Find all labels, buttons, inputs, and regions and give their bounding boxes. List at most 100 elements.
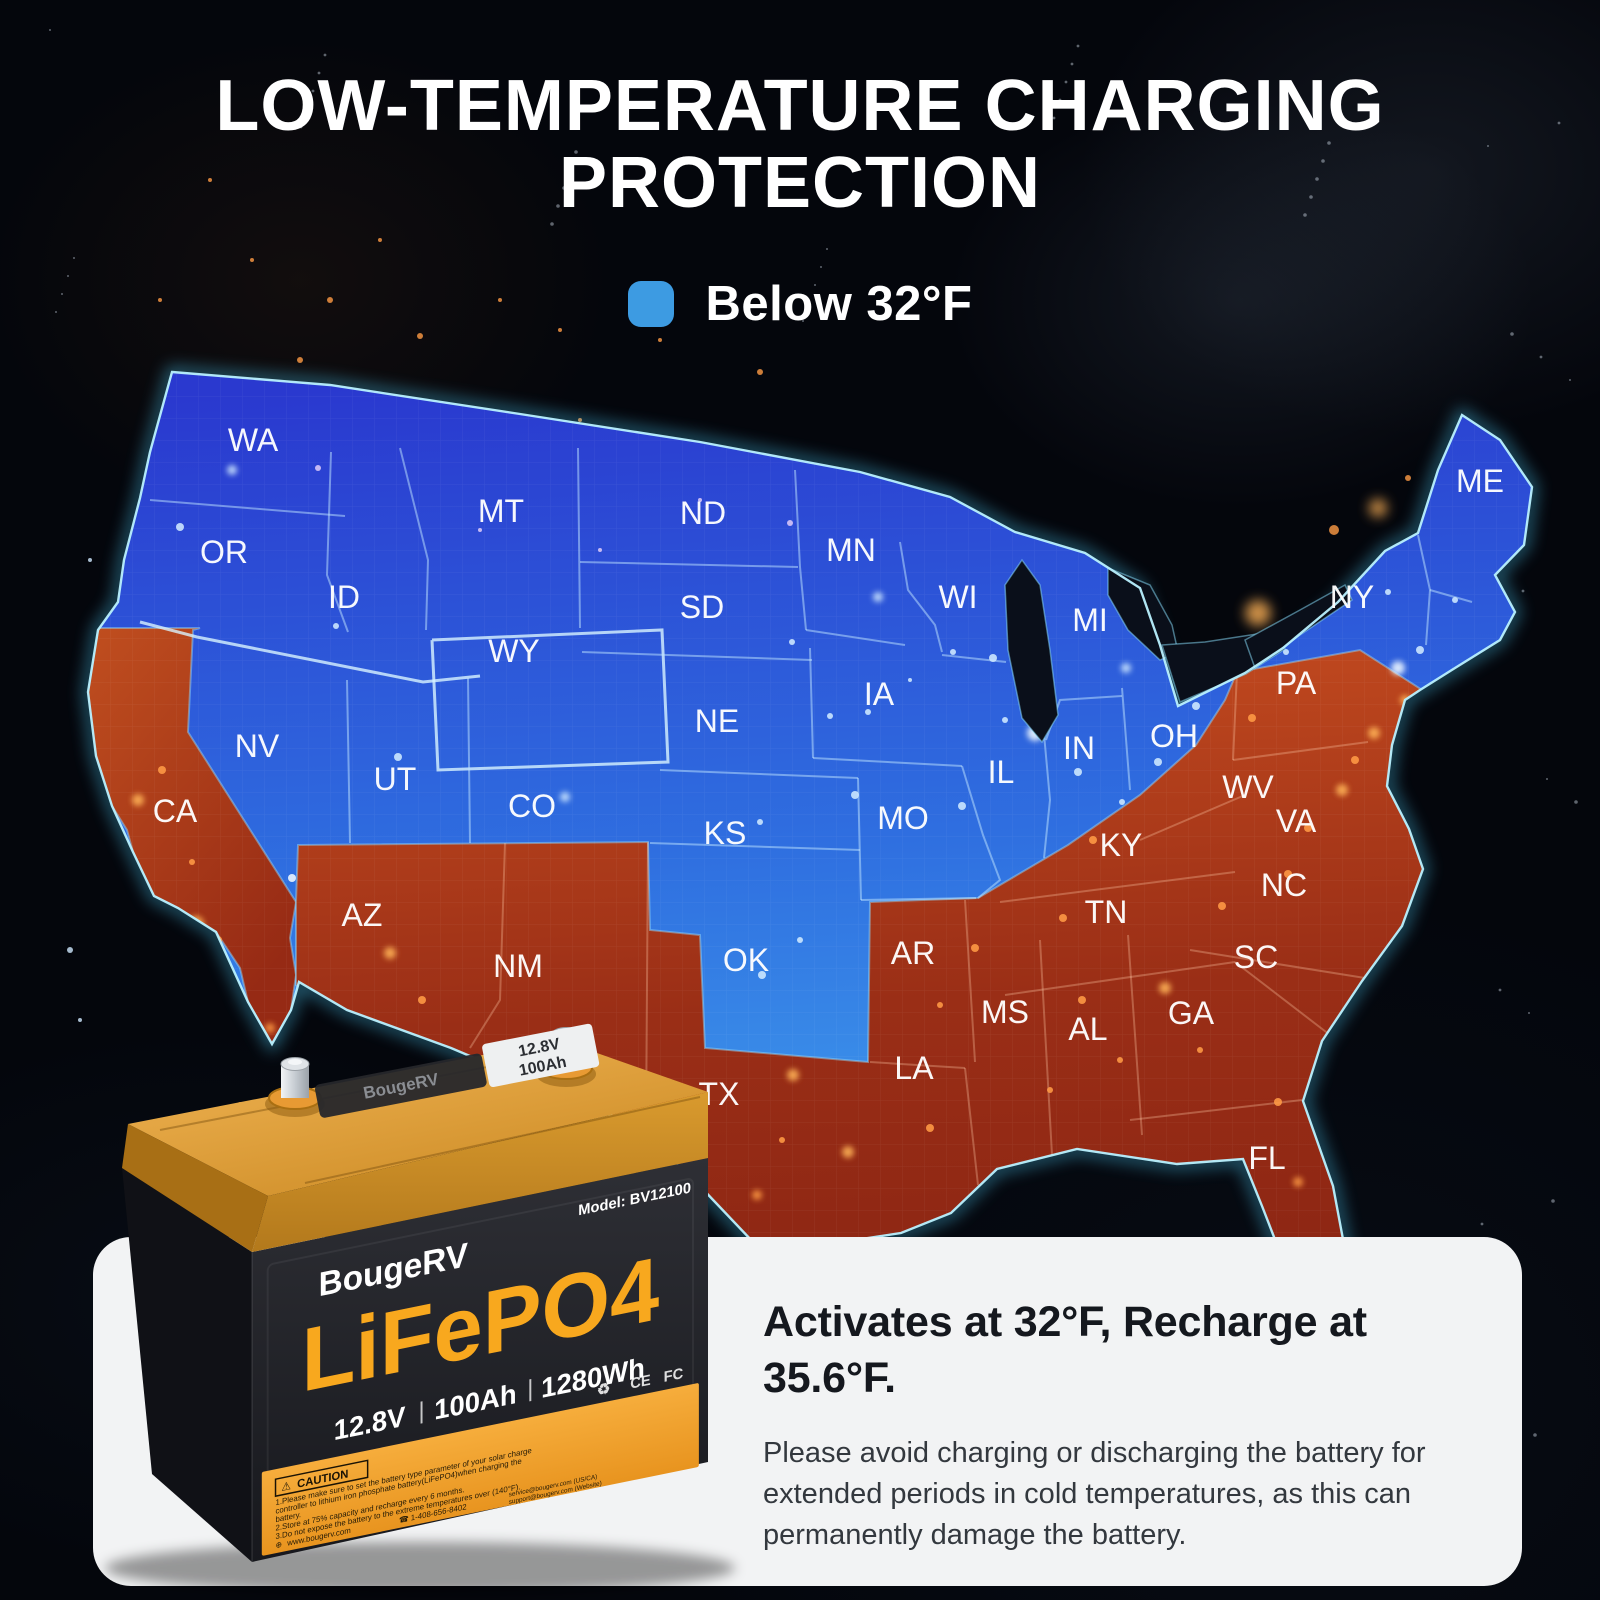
state-label-nc: NC bbox=[1261, 867, 1307, 903]
star bbox=[1533, 1433, 1537, 1437]
city-light bbox=[1248, 714, 1256, 722]
state-label-mi: MI bbox=[1072, 602, 1108, 638]
star bbox=[1058, 98, 1062, 102]
star bbox=[556, 204, 560, 208]
star bbox=[1546, 778, 1548, 780]
state-border bbox=[899, 541, 943, 653]
state-border bbox=[659, 769, 859, 779]
state-border bbox=[399, 447, 430, 631]
state-label-in: IN bbox=[1063, 730, 1095, 766]
star bbox=[323, 53, 327, 57]
city-light bbox=[227, 465, 237, 475]
city-light bbox=[1059, 914, 1067, 922]
city-light bbox=[378, 238, 382, 242]
state-border bbox=[581, 651, 813, 661]
state-label-oh: OH bbox=[1150, 718, 1198, 754]
state-label-mn: MN bbox=[826, 532, 876, 568]
state-border bbox=[430, 628, 670, 772]
star bbox=[67, 275, 69, 277]
state-label-ne: NE bbox=[695, 703, 739, 739]
star-field bbox=[49, 29, 1578, 1437]
city-light bbox=[989, 654, 997, 662]
city-light bbox=[1119, 799, 1125, 805]
city-light bbox=[1336, 784, 1348, 796]
state-border bbox=[812, 757, 963, 767]
city-light bbox=[1218, 902, 1226, 910]
card-heading: Activates at 32°F, Recharge at 35.6°F. bbox=[763, 1298, 1367, 1402]
city-light bbox=[560, 792, 570, 802]
star bbox=[1052, 116, 1056, 120]
star bbox=[1303, 213, 1307, 217]
city-light bbox=[787, 520, 793, 526]
state-label-ny: NY bbox=[1330, 579, 1374, 615]
state-border bbox=[860, 897, 977, 901]
star bbox=[1070, 62, 1074, 66]
state-border bbox=[346, 679, 351, 844]
state-border bbox=[1139, 794, 1246, 841]
state-label-ar: AR bbox=[891, 935, 935, 971]
state-label-wv: WV bbox=[1222, 769, 1274, 805]
city-light bbox=[558, 328, 562, 332]
state-label-ky: KY bbox=[1100, 827, 1143, 863]
star bbox=[802, 320, 804, 322]
state-border bbox=[577, 447, 581, 629]
state-label-az: AZ bbox=[342, 897, 383, 933]
state-border bbox=[857, 777, 862, 901]
page-title-line-1: LOW-TEMPERATURE CHARGING bbox=[215, 66, 1385, 146]
star bbox=[1528, 1012, 1530, 1014]
city-light bbox=[478, 528, 482, 532]
state-border bbox=[805, 629, 906, 646]
star bbox=[1327, 141, 1331, 145]
state-border bbox=[649, 842, 861, 851]
city-light bbox=[908, 678, 912, 682]
state-borders-warm bbox=[469, 671, 1369, 1186]
star bbox=[299, 125, 303, 129]
state-border bbox=[964, 1067, 979, 1186]
state-label-fl: FL bbox=[1248, 1140, 1285, 1176]
state-label-ia: IA bbox=[864, 676, 895, 712]
star bbox=[61, 293, 63, 295]
state-borders-cold bbox=[139, 447, 1473, 901]
city-light bbox=[1047, 1087, 1053, 1093]
state-border bbox=[1232, 741, 1369, 761]
city-light bbox=[1304, 824, 1312, 832]
city-light bbox=[1002, 717, 1008, 723]
city-light bbox=[1197, 1047, 1203, 1053]
star bbox=[1315, 177, 1319, 181]
star bbox=[1321, 159, 1325, 163]
city-light bbox=[208, 178, 212, 182]
star bbox=[562, 186, 566, 190]
state-label-ga: GA bbox=[1168, 995, 1215, 1031]
state-label-al: AL bbox=[1068, 1011, 1107, 1047]
star bbox=[311, 89, 315, 93]
city-light bbox=[297, 357, 303, 363]
star bbox=[820, 266, 822, 268]
state-label-or: OR bbox=[200, 534, 248, 570]
city-light bbox=[1274, 1098, 1282, 1106]
city-light bbox=[158, 298, 162, 302]
state-border bbox=[1004, 961, 1236, 996]
lake-michigan bbox=[1004, 558, 1059, 744]
city-light bbox=[698, 498, 702, 502]
info-card-text: Activates at 32°F, Recharge at 35.6°F. P… bbox=[763, 1295, 1483, 1556]
state-label-ca: CA bbox=[153, 793, 198, 829]
city-light bbox=[789, 639, 795, 645]
state-label-la: LA bbox=[894, 1050, 934, 1086]
city-light bbox=[189, 859, 195, 865]
state-label-pa: PA bbox=[1276, 665, 1317, 701]
state-border bbox=[1189, 949, 1366, 979]
city-light bbox=[1416, 646, 1424, 654]
city-light bbox=[384, 947, 396, 959]
page-title: LOW-TEMPERATURE CHARGING PROTECTION bbox=[0, 66, 1600, 222]
state-label-va: VA bbox=[1276, 803, 1317, 839]
city-light bbox=[1074, 768, 1082, 776]
city-light bbox=[1391, 661, 1405, 675]
city-light bbox=[787, 1069, 799, 1081]
city-light bbox=[315, 465, 321, 471]
city-light bbox=[1192, 702, 1200, 710]
legend-label: Below 32°F bbox=[705, 277, 973, 331]
star bbox=[317, 71, 321, 75]
star bbox=[73, 257, 75, 259]
